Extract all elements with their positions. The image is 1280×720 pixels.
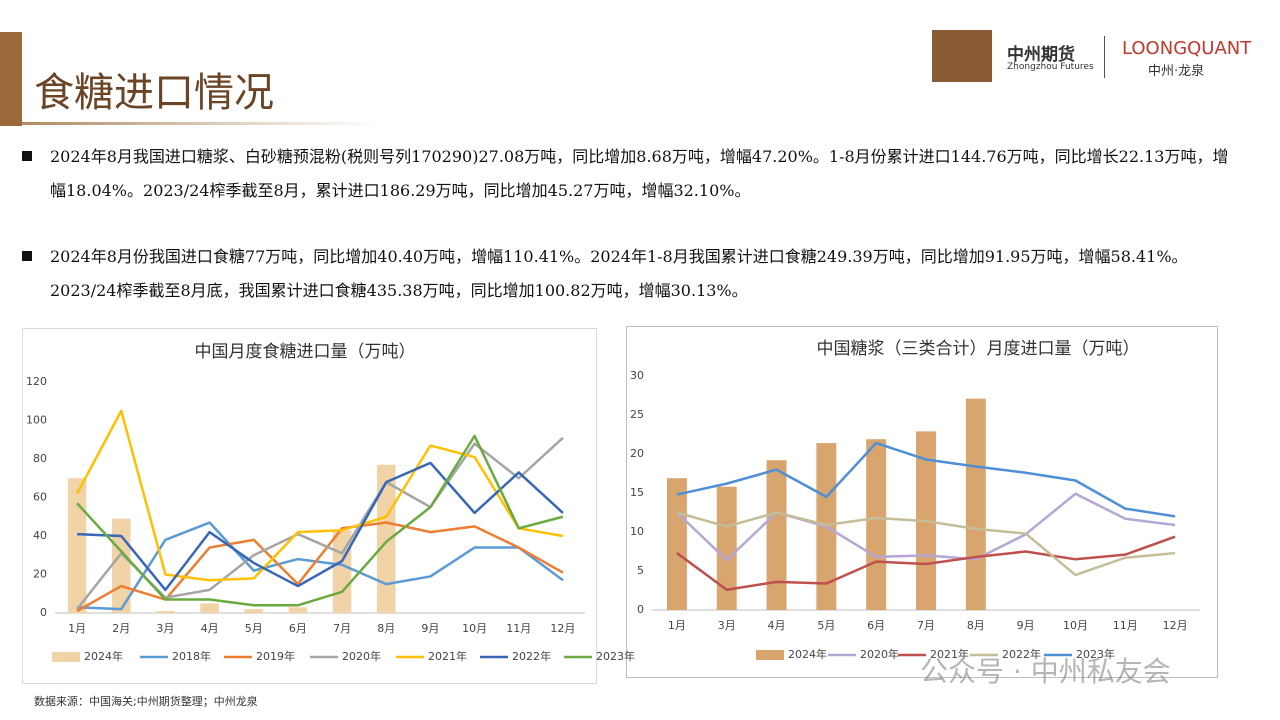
y-tick-label: 5 [637, 564, 644, 577]
x-tick-label: 12月 [1163, 619, 1188, 632]
x-tick-label: 6月 [289, 622, 307, 635]
y-tick-label: 100 [26, 414, 47, 427]
x-tick-label: 4月 [201, 622, 219, 635]
y-tick-label: 15 [630, 486, 644, 499]
chart-title: 中国月度食糖进口量（万吨） [195, 342, 416, 362]
x-tick-label: 8月 [377, 622, 395, 635]
y-tick-label: 120 [26, 375, 47, 388]
bar [376, 464, 396, 613]
x-tick-label: 10月 [462, 622, 487, 635]
legend-swatch [756, 650, 784, 660]
header-rule [22, 122, 377, 125]
line [77, 461, 564, 592]
x-tick-label: 7月 [333, 622, 351, 635]
x-tick-label: 3月 [718, 619, 736, 632]
legend-label: 2024年 [84, 649, 123, 663]
bar [288, 607, 308, 613]
legend-label: 2022年 [1002, 647, 1041, 661]
page-title: 食糖进口情况 [34, 70, 274, 116]
x-tick-label: 5月 [817, 619, 835, 632]
logo-cn: 中州期货 [1007, 45, 1075, 65]
legend-label: 2020年 [342, 649, 381, 663]
x-tick-label: 9月 [1017, 619, 1035, 632]
x-tick-label: 2月 [112, 622, 130, 635]
legend-label: 2021年 [930, 647, 969, 661]
bullet [22, 251, 32, 261]
line [75, 409, 564, 582]
x-tick-label: 1月 [68, 622, 86, 635]
x-tick-label: 3月 [156, 622, 174, 635]
bar [200, 603, 219, 613]
legend-label: 2018年 [172, 649, 211, 663]
chart-title: 中国糖浆（三类合计）月度进口量（万吨） [817, 339, 1140, 359]
line [76, 434, 564, 607]
x-tick-label: 11月 [1113, 619, 1138, 632]
y-tick-label: 80 [33, 452, 47, 465]
y-tick-label: 30 [630, 369, 644, 382]
x-tick-label: 7月 [917, 619, 935, 632]
legend-label: 2020年 [860, 647, 899, 661]
legend-label: 2024年 [788, 647, 827, 661]
y-tick-label: 25 [630, 408, 644, 421]
y-tick-label: 10 [630, 525, 644, 538]
legend-label: 2023年 [1076, 647, 1115, 661]
legend-label: 2023年 [596, 649, 635, 663]
x-tick-label: 11月 [506, 622, 531, 635]
line [676, 492, 1176, 562]
bar [716, 486, 737, 610]
bullet [22, 151, 32, 161]
legend-label: 2019年 [256, 649, 295, 663]
bar [766, 460, 787, 610]
y-tick-label: 20 [33, 568, 47, 581]
x-tick-label: 10月 [1063, 619, 1088, 632]
chart-frame [626, 326, 1218, 678]
bar [156, 611, 175, 613]
x-tick-label: 1月 [668, 619, 686, 632]
line [77, 521, 564, 611]
x-tick-label: 9月 [421, 622, 439, 635]
source: 数据来源：中国海关;中州期货整理；中州龙泉 [34, 695, 258, 708]
legend-label: 2021年 [428, 649, 467, 663]
watermark: 公众号 · 中州私友会 [920, 655, 1171, 688]
logo-en: Zhongzhou Futures [1007, 62, 1094, 72]
y-tick-label: 0 [637, 603, 644, 616]
x-tick-label: 8月 [967, 619, 985, 632]
bar [244, 609, 264, 613]
bar [866, 439, 887, 610]
y-tick-label: 60 [33, 491, 47, 504]
logo-icon [932, 30, 992, 82]
brand: LOONGQUANT [1122, 38, 1252, 59]
logo-divider [1104, 36, 1105, 78]
x-tick-label: 6月 [867, 619, 885, 632]
line [676, 535, 1176, 591]
bar [67, 478, 87, 613]
y-tick-label: 20 [630, 447, 644, 460]
y-tick-label: 0 [40, 606, 47, 619]
brand-cn: 中州·龙泉 [1148, 64, 1205, 79]
legend-label: 2022年 [512, 649, 551, 663]
chart-frame [22, 328, 597, 684]
paragraph: 2024年8月份我国进口食糖77万吨，同比增加40.40万吨，增幅110.41%… [50, 247, 1188, 300]
line [676, 511, 1176, 577]
line [676, 441, 1176, 518]
header-bar [0, 32, 22, 126]
bar [666, 478, 687, 610]
x-tick-label: 12月 [550, 622, 575, 635]
y-tick-label: 40 [33, 529, 47, 542]
legend-swatch [52, 652, 80, 662]
line [76, 521, 564, 613]
bar [965, 398, 986, 610]
x-tick-label: 5月 [245, 622, 263, 635]
paragraph: 2024年8月我国进口糖浆、白砂糖预混粉(税则号列170290)27.08万吨，… [50, 147, 1229, 200]
x-tick-label: 4月 [768, 619, 786, 632]
